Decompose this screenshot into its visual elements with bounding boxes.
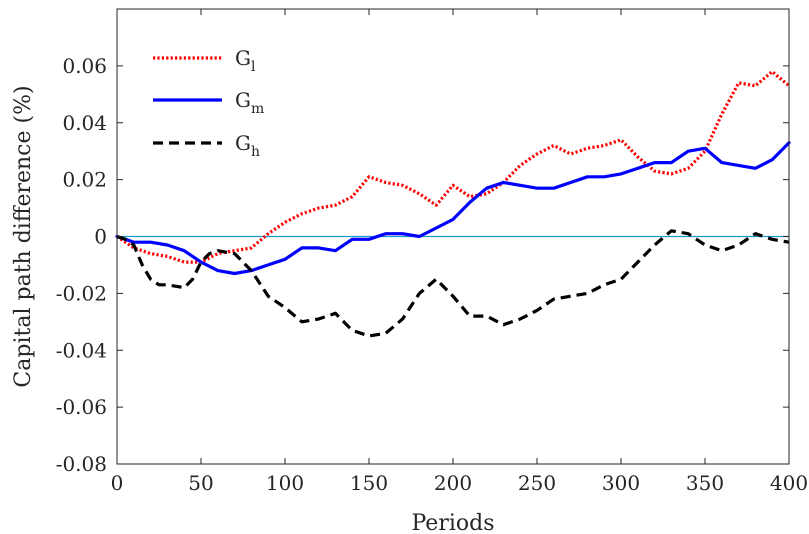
plot-area [117, 9, 789, 464]
x-tick-label: 150 [350, 471, 388, 495]
y-tick-label: 0.04 [62, 111, 107, 135]
series-line-g-l [116, 69, 791, 264]
y-tick-label: -0.04 [56, 338, 107, 362]
legend-label-g-h: Gh [235, 131, 260, 160]
y-tick-label: 0.06 [62, 54, 107, 78]
legend-label-g-m: Gm [235, 88, 264, 117]
y-tick-label: -0.02 [56, 281, 107, 305]
y-tick-label: 0.02 [62, 168, 107, 192]
x-tick-label: 300 [602, 471, 640, 495]
x-tick-label: 250 [518, 471, 556, 495]
legend: Gl Gm Gh [153, 46, 264, 160]
ticks-layer: 0 50 100 150 200 250 300 350 400 -0.08 -0.06 -0.04 -… [56, 9, 808, 495]
y-axis-label: Capital path difference (%) [11, 85, 36, 387]
legend-label-g-l: Gl [235, 46, 256, 75]
y-tick-label: -0.08 [56, 452, 107, 476]
x-tick-label: 200 [434, 471, 472, 495]
x-axis-label: Periods [411, 511, 494, 534]
x-tick-label: 50 [188, 471, 213, 495]
series-line-g-m [115, 141, 791, 276]
y-tick-label: -0.06 [56, 395, 107, 419]
x-tick-label: 400 [770, 471, 808, 495]
y-tick-label: 0 [94, 225, 107, 249]
series-layer [115, 69, 791, 338]
x-tick-label: 100 [266, 471, 304, 495]
x-tick-label: 0 [111, 471, 124, 495]
series-line-g-h [116, 229, 790, 338]
x-tick-label: 350 [686, 471, 724, 495]
